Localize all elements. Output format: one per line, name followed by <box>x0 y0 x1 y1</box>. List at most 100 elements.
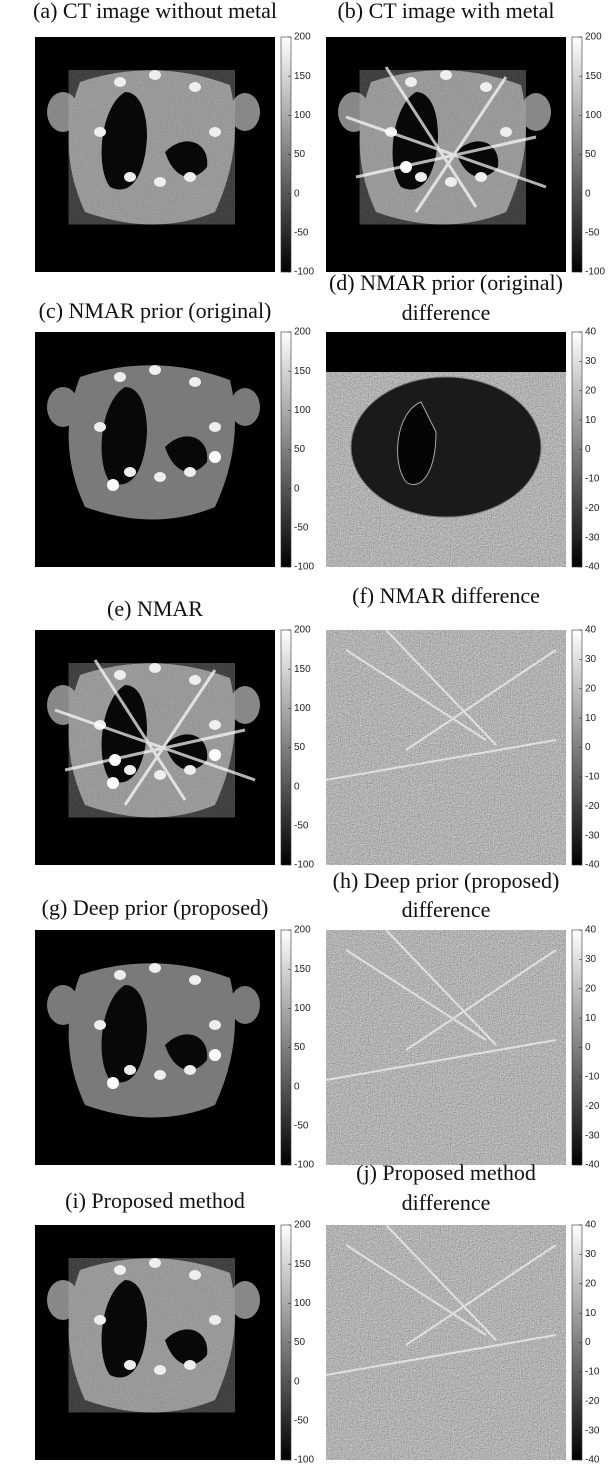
colorbar-tick-label: -50 <box>294 820 309 831</box>
noise <box>326 1225 566 1460</box>
colorbar-tick-label: 10 <box>585 713 597 724</box>
bone <box>154 177 166 187</box>
bone <box>94 1315 106 1325</box>
bone <box>184 172 196 182</box>
bone <box>114 970 126 980</box>
bone <box>184 765 196 775</box>
outside <box>326 332 566 372</box>
panel: 200150100500-50-100 <box>35 925 314 1171</box>
panel-title: (g) Deep prior (proposed) <box>42 895 269 920</box>
colorbar-tick-label: 30 <box>585 654 597 665</box>
colorbar-tick-label: 20 <box>585 1278 597 1289</box>
colorbar-tick-label: 100 <box>294 405 311 416</box>
colorbar-tick-label: 0 <box>585 742 591 753</box>
bone <box>209 720 221 730</box>
colorbar-tick-label: 0 <box>294 1376 300 1387</box>
colorbar-tick-label: 50 <box>294 444 306 455</box>
colorbar-tick-label: 20 <box>585 983 597 994</box>
bone <box>445 177 457 187</box>
bone <box>209 1315 221 1325</box>
bone <box>189 675 201 685</box>
bone <box>94 127 106 137</box>
bone <box>124 1360 136 1370</box>
bone <box>209 127 221 137</box>
colorbar-tick-label: -50 <box>294 1120 309 1131</box>
colorbar-tick-label: 150 <box>294 71 311 82</box>
panel-title: (c) NMAR prior (original) <box>39 298 272 323</box>
implant <box>107 479 119 491</box>
bone <box>184 1065 196 1075</box>
colorbar-tick-label: 30 <box>585 954 597 965</box>
colorbar-tick-label: 200 <box>294 32 311 43</box>
colorbar-tick-label: 0 <box>294 483 300 494</box>
panel-title: (f) NMAR difference <box>352 583 540 608</box>
colorbar-tick-label: -10 <box>585 1072 600 1083</box>
body-noise <box>69 70 235 224</box>
panel-title: (j) Proposed method <box>356 1160 536 1185</box>
colorbar-tick-label: -20 <box>585 503 600 514</box>
colorbar-tick-label: 100 <box>294 110 311 121</box>
bone <box>184 467 196 477</box>
implant <box>107 1077 119 1089</box>
colorbar-tick-label: -30 <box>585 1130 600 1141</box>
colorbar-tick-label: 200 <box>294 925 311 936</box>
colorbar-tick-label: 150 <box>294 964 311 975</box>
colorbar-tick-label: 50 <box>294 742 306 753</box>
bone <box>124 765 136 775</box>
bone <box>154 472 166 482</box>
body-noise <box>69 1258 235 1412</box>
colorbar-tick-label: 150 <box>585 71 602 82</box>
body <box>69 365 235 519</box>
colorbar-tick-label: 100 <box>585 110 602 121</box>
implant <box>209 749 221 761</box>
panel-title: (e) NMAR <box>107 596 203 621</box>
colorbar-tick-label: -20 <box>585 1101 600 1112</box>
panel-title: (a) CT image without metal <box>33 0 277 23</box>
bone <box>124 1065 136 1075</box>
colorbar-tick-label: 150 <box>294 366 311 377</box>
colorbar-tick-label: -40 <box>585 562 600 573</box>
colorbar-tick-label: -100 <box>294 562 314 573</box>
colorbar-tick-label: 100 <box>294 1003 311 1014</box>
bone <box>124 467 136 477</box>
bone <box>189 82 201 92</box>
colorbar-tick-label: -40 <box>585 1455 600 1466</box>
figure: 200150100500-50-100(a) CT image without … <box>0 0 608 1475</box>
colorbar-tick-label: 0 <box>294 781 300 792</box>
panel-title: (d) NMAR prior (original) <box>329 270 563 295</box>
colorbar-tick-label: -100 <box>294 860 314 871</box>
bone <box>189 377 201 387</box>
bone <box>154 1365 166 1375</box>
panel-title: (i) Proposed method <box>65 1188 245 1213</box>
colorbar-tick-label: -10 <box>585 474 600 485</box>
noise <box>326 630 566 865</box>
colorbar-tick-label: 40 <box>585 925 597 936</box>
bone <box>209 1020 221 1030</box>
colorbar-tick-label: 150 <box>294 1259 311 1270</box>
colorbar-tick-label: -100 <box>294 1160 314 1171</box>
colorbar-tick-label: -10 <box>585 772 600 783</box>
noise <box>326 930 566 1165</box>
body <box>69 963 235 1117</box>
implant <box>209 1049 221 1061</box>
bone <box>415 172 427 182</box>
colorbar-tick-label: 100 <box>294 1298 311 1309</box>
panel-title: difference <box>402 1190 491 1215</box>
colorbar-tick-label: 200 <box>585 32 602 43</box>
colorbar-tick-label: 40 <box>585 1220 597 1231</box>
bone <box>149 70 161 80</box>
bone <box>480 82 492 92</box>
colorbar-tick-label: 10 <box>585 1308 597 1319</box>
colorbar-tick-label: -20 <box>585 801 600 812</box>
colorbar-tick-label: 50 <box>294 1337 306 1348</box>
metal <box>109 754 121 766</box>
colorbar-tick-label: -40 <box>585 1160 600 1171</box>
panel-title: difference <box>402 300 491 325</box>
bone <box>149 963 161 973</box>
bone <box>114 1265 126 1275</box>
colorbar-tick-label: -30 <box>585 830 600 841</box>
